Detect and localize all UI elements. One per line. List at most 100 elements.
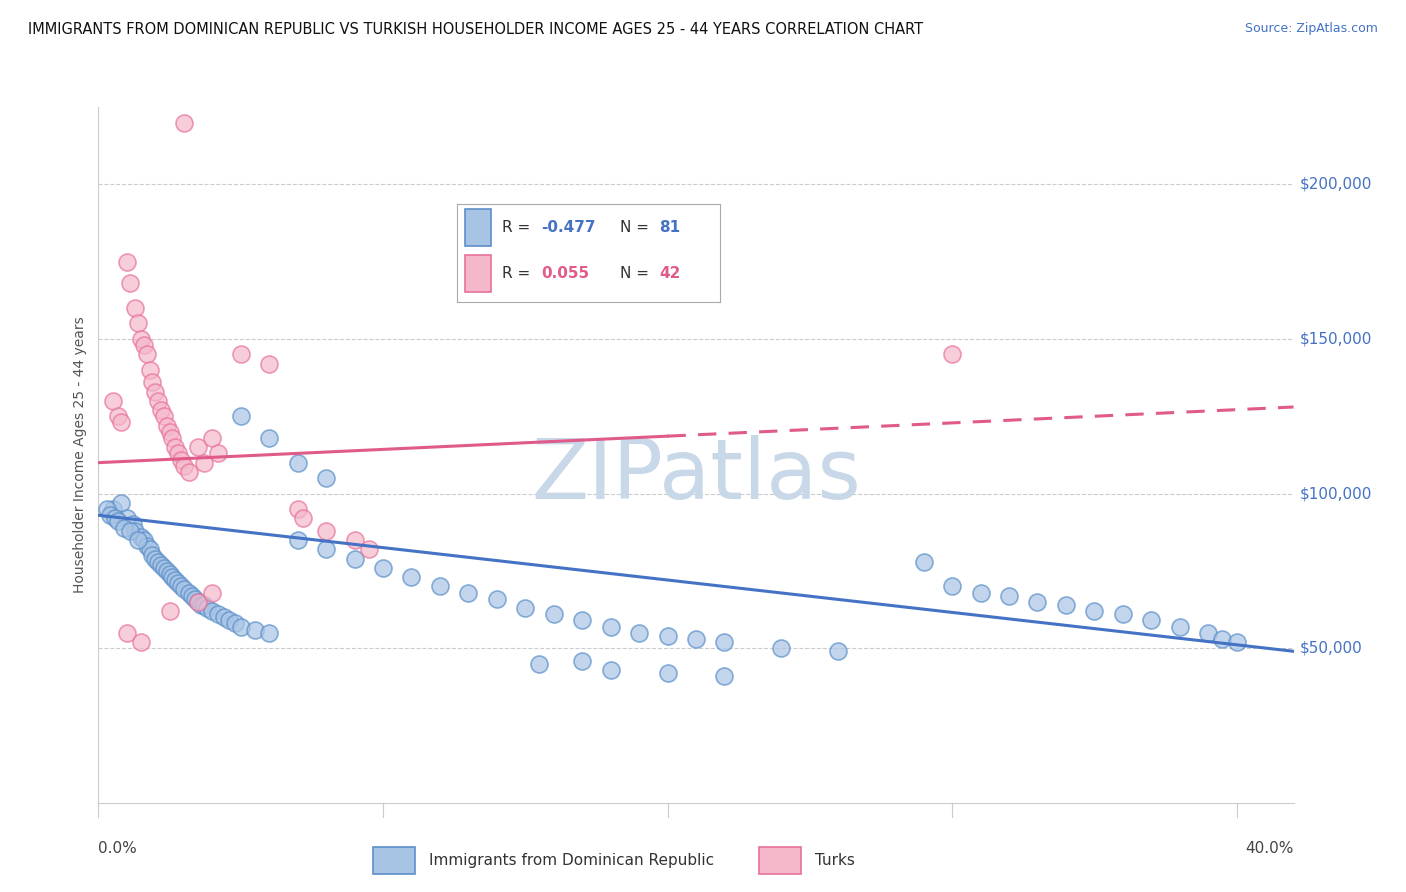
- Point: [628, 625, 651, 640]
- Point: [101, 393, 124, 408]
- Bar: [373, 847, 415, 874]
- Point: [187, 595, 209, 609]
- Text: Source: ZipAtlas.com: Source: ZipAtlas.com: [1244, 22, 1378, 36]
- Point: [173, 115, 195, 129]
- Text: 0.0%: 0.0%: [98, 841, 138, 856]
- Point: [243, 623, 266, 637]
- Point: [138, 363, 160, 377]
- Point: [150, 403, 173, 417]
- Point: [212, 610, 235, 624]
- Point: [457, 585, 479, 599]
- Text: 42: 42: [659, 266, 681, 281]
- Point: [292, 511, 315, 525]
- Point: [571, 613, 593, 627]
- Point: [257, 357, 280, 371]
- Point: [129, 635, 152, 649]
- Point: [118, 524, 141, 538]
- Point: [912, 555, 935, 569]
- Text: Immigrants from Dominican Republic: Immigrants from Dominican Republic: [429, 854, 714, 868]
- Point: [229, 619, 252, 633]
- Point: [357, 542, 380, 557]
- Point: [124, 301, 146, 315]
- Point: [193, 598, 215, 612]
- Point: [173, 458, 195, 473]
- Text: R =: R =: [502, 266, 534, 281]
- Point: [124, 524, 146, 538]
- Point: [343, 551, 366, 566]
- Point: [184, 591, 207, 606]
- Point: [1226, 635, 1249, 649]
- Point: [115, 254, 138, 268]
- Point: [1054, 598, 1077, 612]
- Point: [132, 338, 155, 352]
- Point: [98, 508, 121, 523]
- Point: [187, 595, 209, 609]
- Text: N =: N =: [620, 220, 654, 235]
- Bar: [759, 847, 801, 874]
- Point: [599, 663, 621, 677]
- Text: $100,000: $100,000: [1299, 486, 1372, 501]
- Point: [156, 418, 179, 433]
- Point: [529, 657, 551, 671]
- Point: [827, 644, 849, 658]
- Point: [1026, 595, 1049, 609]
- Point: [543, 607, 565, 622]
- Text: $50,000: $50,000: [1299, 640, 1362, 656]
- Point: [153, 561, 176, 575]
- Point: [195, 601, 218, 615]
- Point: [159, 425, 181, 439]
- Text: -0.477: -0.477: [541, 220, 596, 235]
- Point: [485, 591, 508, 606]
- Point: [770, 641, 793, 656]
- Point: [287, 502, 309, 516]
- Point: [315, 542, 337, 557]
- Point: [135, 347, 157, 361]
- Point: [179, 585, 201, 599]
- Point: [162, 431, 184, 445]
- Point: [685, 632, 707, 646]
- Text: R =: R =: [502, 220, 534, 235]
- Bar: [465, 210, 491, 246]
- Point: [101, 502, 124, 516]
- Point: [150, 558, 173, 572]
- Point: [110, 416, 132, 430]
- Point: [201, 585, 224, 599]
- Text: N =: N =: [620, 266, 654, 281]
- Point: [1112, 607, 1135, 622]
- Point: [257, 431, 280, 445]
- Point: [159, 604, 181, 618]
- Point: [599, 619, 621, 633]
- Point: [315, 471, 337, 485]
- Point: [167, 446, 190, 460]
- Text: IMMIGRANTS FROM DOMINICAN REPUBLIC VS TURKISH HOUSEHOLDER INCOME AGES 25 - 44 YE: IMMIGRANTS FROM DOMINICAN REPUBLIC VS TU…: [28, 22, 924, 37]
- Point: [218, 613, 240, 627]
- Point: [571, 654, 593, 668]
- Point: [170, 579, 193, 593]
- Point: [159, 566, 181, 581]
- Point: [127, 533, 149, 547]
- Text: $150,000: $150,000: [1299, 332, 1372, 346]
- Point: [104, 511, 127, 525]
- Text: 40.0%: 40.0%: [1246, 841, 1294, 856]
- Point: [165, 573, 187, 587]
- Point: [657, 629, 679, 643]
- Point: [941, 347, 963, 361]
- Point: [515, 601, 537, 615]
- Point: [148, 555, 170, 569]
- Point: [173, 582, 195, 597]
- Point: [941, 579, 963, 593]
- Point: [1140, 613, 1163, 627]
- Point: [229, 409, 252, 424]
- Point: [713, 635, 735, 649]
- Point: [187, 440, 209, 454]
- Point: [224, 616, 246, 631]
- Y-axis label: Householder Income Ages 25 - 44 years: Householder Income Ages 25 - 44 years: [73, 317, 87, 593]
- Point: [162, 570, 184, 584]
- Point: [107, 409, 129, 424]
- Point: [170, 452, 193, 467]
- Point: [115, 625, 138, 640]
- Point: [713, 669, 735, 683]
- Text: $200,000: $200,000: [1299, 177, 1372, 192]
- Point: [371, 561, 394, 575]
- Point: [127, 317, 149, 331]
